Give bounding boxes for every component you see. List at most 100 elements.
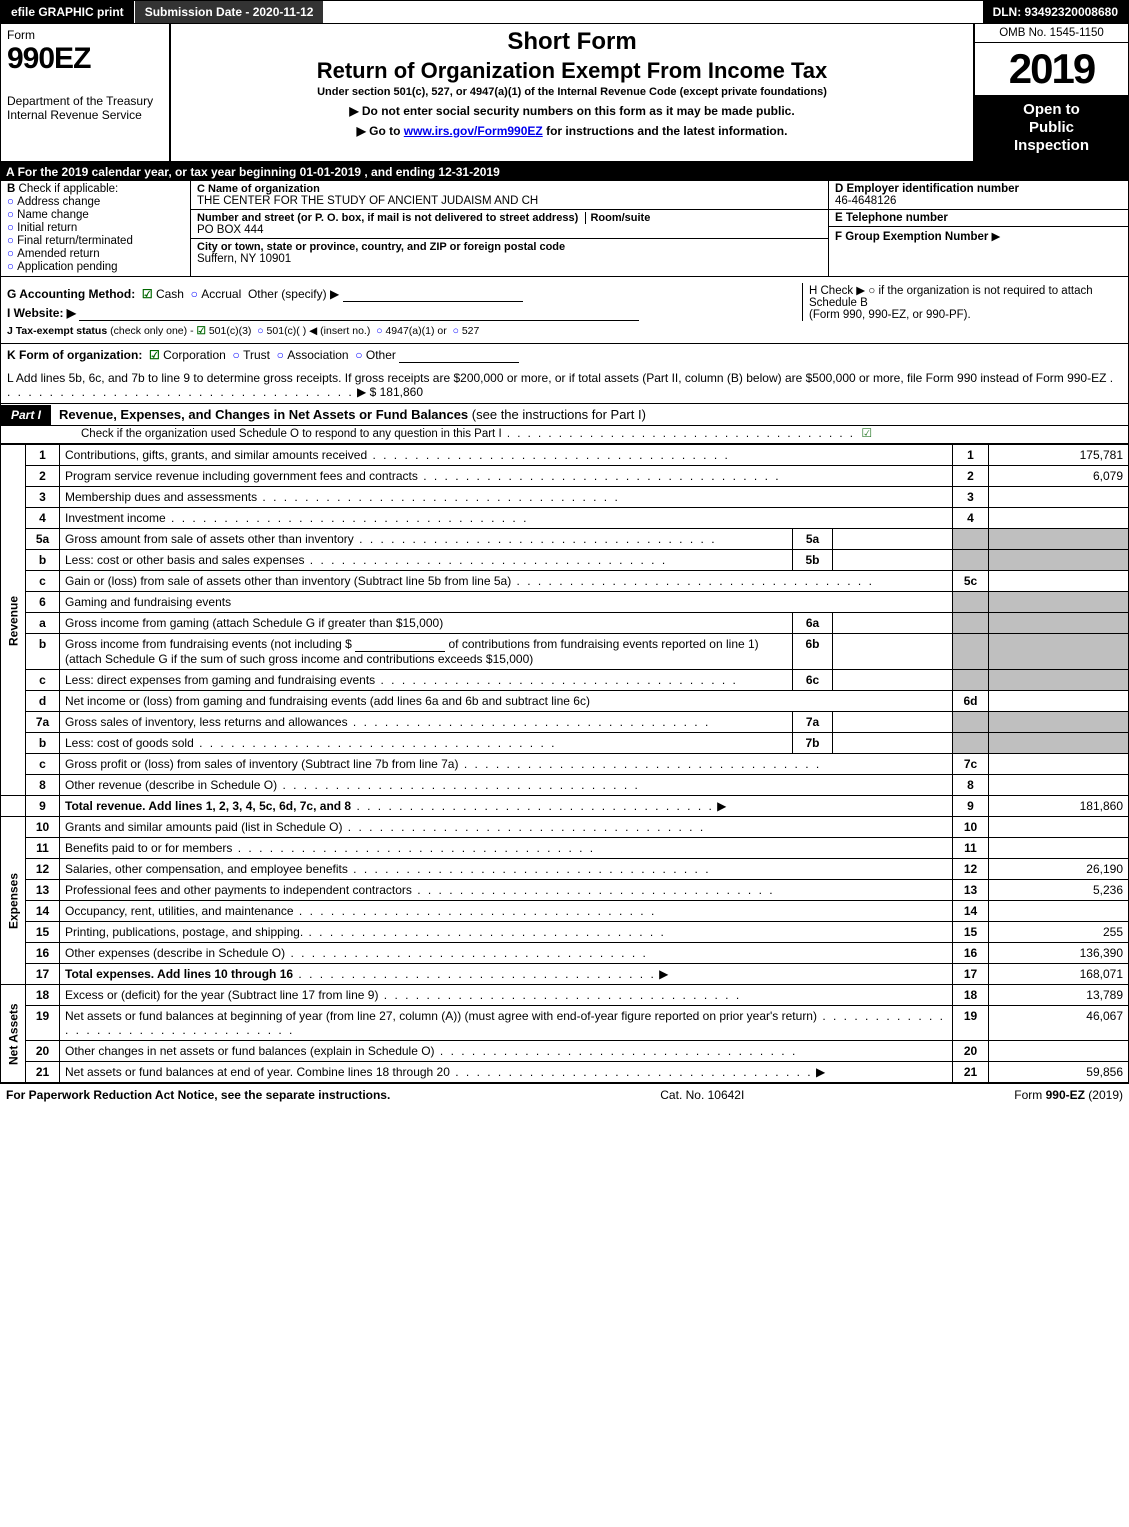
l7c-text: Gross profit or (loss) from sales of inv… — [65, 757, 458, 771]
l19-rn: 19 — [953, 1006, 989, 1041]
opt-4947a1[interactable]: 4947(a)(1) or — [376, 325, 447, 337]
l6d-amt — [989, 691, 1129, 712]
footer-catno: Cat. No. 10642I — [660, 1088, 744, 1102]
dept-treasury: Department of the Treasury — [7, 94, 163, 108]
l10-text: Grants and similar amounts paid (list in… — [65, 820, 342, 834]
insert-no: (insert no.) — [320, 325, 370, 337]
footer-left: For Paperwork Reduction Act Notice, see … — [6, 1088, 390, 1102]
form-year-box: OMB No. 1545-1150 2019 Open to Public In… — [973, 24, 1128, 161]
e-phone-label: E Telephone number — [835, 212, 1122, 224]
l1-amt: 175,781 — [989, 445, 1129, 466]
irs-label: Internal Revenue Service — [7, 108, 163, 122]
opt-initial-return[interactable]: Initial return — [7, 222, 184, 234]
l3-rn: 3 — [953, 487, 989, 508]
l6d-text: Net income or (loss) from gaming and fun… — [65, 694, 590, 708]
open-line3: Inspection — [979, 137, 1124, 155]
l16-num: 16 — [26, 943, 60, 964]
line-l: L Add lines 5b, 6c, and 7b to line 9 to … — [0, 367, 1129, 404]
goto-post: for instructions and the latest informat… — [543, 124, 788, 138]
room-suite-label: Room/suite — [585, 212, 650, 224]
l11-amt — [989, 838, 1129, 859]
l17-amt: 168,071 — [989, 964, 1129, 985]
l1-rn: 1 — [953, 445, 989, 466]
line-l-text: L Add lines 5b, 6c, and 7b to line 9 to … — [7, 371, 1106, 385]
opt-association[interactable]: Association — [277, 348, 349, 362]
org-address: PO BOX 444 — [197, 224, 822, 236]
opt-address-change[interactable]: Address change — [7, 196, 184, 208]
ssn-warning: Do not enter social security numbers on … — [362, 104, 795, 118]
l18-text: Excess or (deficit) for the year (Subtra… — [65, 988, 378, 1002]
l12-rn: 12 — [953, 859, 989, 880]
l4-text: Investment income — [65, 511, 166, 525]
l1-num: 1 — [26, 445, 60, 466]
l6a-num: a — [26, 613, 60, 634]
opt-amended-return[interactable]: Amended return — [7, 248, 184, 260]
l9-amt: 181,860 — [989, 796, 1129, 817]
org-city: Suffern, NY 10901 — [197, 253, 822, 265]
l1-text: Contributions, gifts, grants, and simila… — [65, 448, 367, 462]
opt-501c3[interactable]: 501(c)(3) — [196, 325, 251, 337]
opt-name-change[interactable]: Name change — [7, 209, 184, 221]
efile-print-label[interactable]: efile GRAPHIC print — [1, 1, 135, 23]
open-line1: Open to — [979, 101, 1124, 119]
l6c-sv — [833, 670, 953, 691]
l6d-rn: 6d — [953, 691, 989, 712]
netassets-side-label: Net Assets — [1, 985, 26, 1083]
l20-amt — [989, 1041, 1129, 1062]
l14-text: Occupancy, rent, utilities, and maintena… — [65, 904, 294, 918]
l20-rn: 20 — [953, 1041, 989, 1062]
opt-trust[interactable]: Trust — [232, 348, 269, 362]
line-l-amount: $ 181,860 — [370, 385, 423, 399]
form-word: Form — [7, 28, 163, 42]
l8-text: Other revenue (describe in Schedule O) — [65, 778, 277, 792]
opt-application-pending[interactable]: Application pending — [7, 261, 184, 273]
l21-num: 21 — [26, 1062, 60, 1083]
opt-other-org[interactable]: Other — [355, 348, 396, 362]
l2-num: 2 — [26, 466, 60, 487]
l18-rn: 18 — [953, 985, 989, 1006]
section-a-bar: A For the 2019 calendar year, or tax yea… — [0, 162, 1129, 181]
part-i-label: Part I — [1, 405, 51, 425]
opt-527[interactable]: 527 — [453, 325, 480, 337]
l20-text: Other changes in net assets or fund bala… — [65, 1044, 435, 1058]
l6d-num: d — [26, 691, 60, 712]
l4-amt — [989, 508, 1129, 529]
title-short-form: Short Form — [177, 28, 967, 56]
footer-right: Form 990-EZ (2019) — [1014, 1088, 1123, 1102]
l8-num: 8 — [26, 775, 60, 796]
ghij-block: H Check ▶ ○ if the organization is not r… — [0, 277, 1129, 344]
omb-number: OMB No. 1545-1150 — [975, 24, 1128, 43]
l10-amt — [989, 817, 1129, 838]
l10-num: 10 — [26, 817, 60, 838]
opt-cash[interactable]: Cash — [142, 287, 184, 301]
d-ein-label: D Employer identification number — [835, 183, 1122, 195]
line-g-label: G Accounting Method: — [7, 287, 135, 301]
opt-final-return[interactable]: Final return/terminated — [7, 235, 184, 247]
part-i-table: Revenue 1 Contributions, gifts, grants, … — [0, 444, 1129, 1083]
l7c-rn: 7c — [953, 754, 989, 775]
opt-corporation[interactable]: Corporation — [149, 348, 226, 362]
schedule-o-checkbox[interactable] — [861, 428, 872, 440]
opt-501c[interactable]: 501(c)( ) — [257, 325, 306, 337]
l6-text: Gaming and fundraising events — [65, 595, 231, 609]
l12-amt: 26,190 — [989, 859, 1129, 880]
line-k: K Form of organization: Corporation Trus… — [0, 344, 1129, 367]
line-k-label: K Form of organization: — [7, 348, 142, 362]
l5a-text: Gross amount from sale of assets other t… — [65, 532, 354, 546]
l19-amt: 46,067 — [989, 1006, 1129, 1041]
goto-link[interactable]: www.irs.gov/Form990EZ — [404, 124, 543, 138]
l11-rn: 11 — [953, 838, 989, 859]
l13-rn: 13 — [953, 880, 989, 901]
line-h-text2: (Form 990, 990-EZ, or 990-PF). — [809, 309, 1122, 321]
opt-other-specify[interactable]: Other (specify) ▶ — [248, 287, 339, 301]
l5b-text: Less: cost or other basis and sales expe… — [65, 553, 304, 567]
l2-amt: 6,079 — [989, 466, 1129, 487]
form-title-box: Short Form Return of Organization Exempt… — [171, 24, 973, 161]
l5c-text: Gain or (loss) from sale of assets other… — [65, 574, 511, 588]
f-arrow: ▶ — [992, 231, 1001, 243]
l14-amt — [989, 901, 1129, 922]
l16-text: Other expenses (describe in Schedule O) — [65, 946, 285, 960]
l9-rn: 9 — [953, 796, 989, 817]
opt-accrual[interactable]: Accrual — [191, 287, 242, 301]
box-c: C Name of organization THE CENTER FOR TH… — [191, 181, 828, 276]
